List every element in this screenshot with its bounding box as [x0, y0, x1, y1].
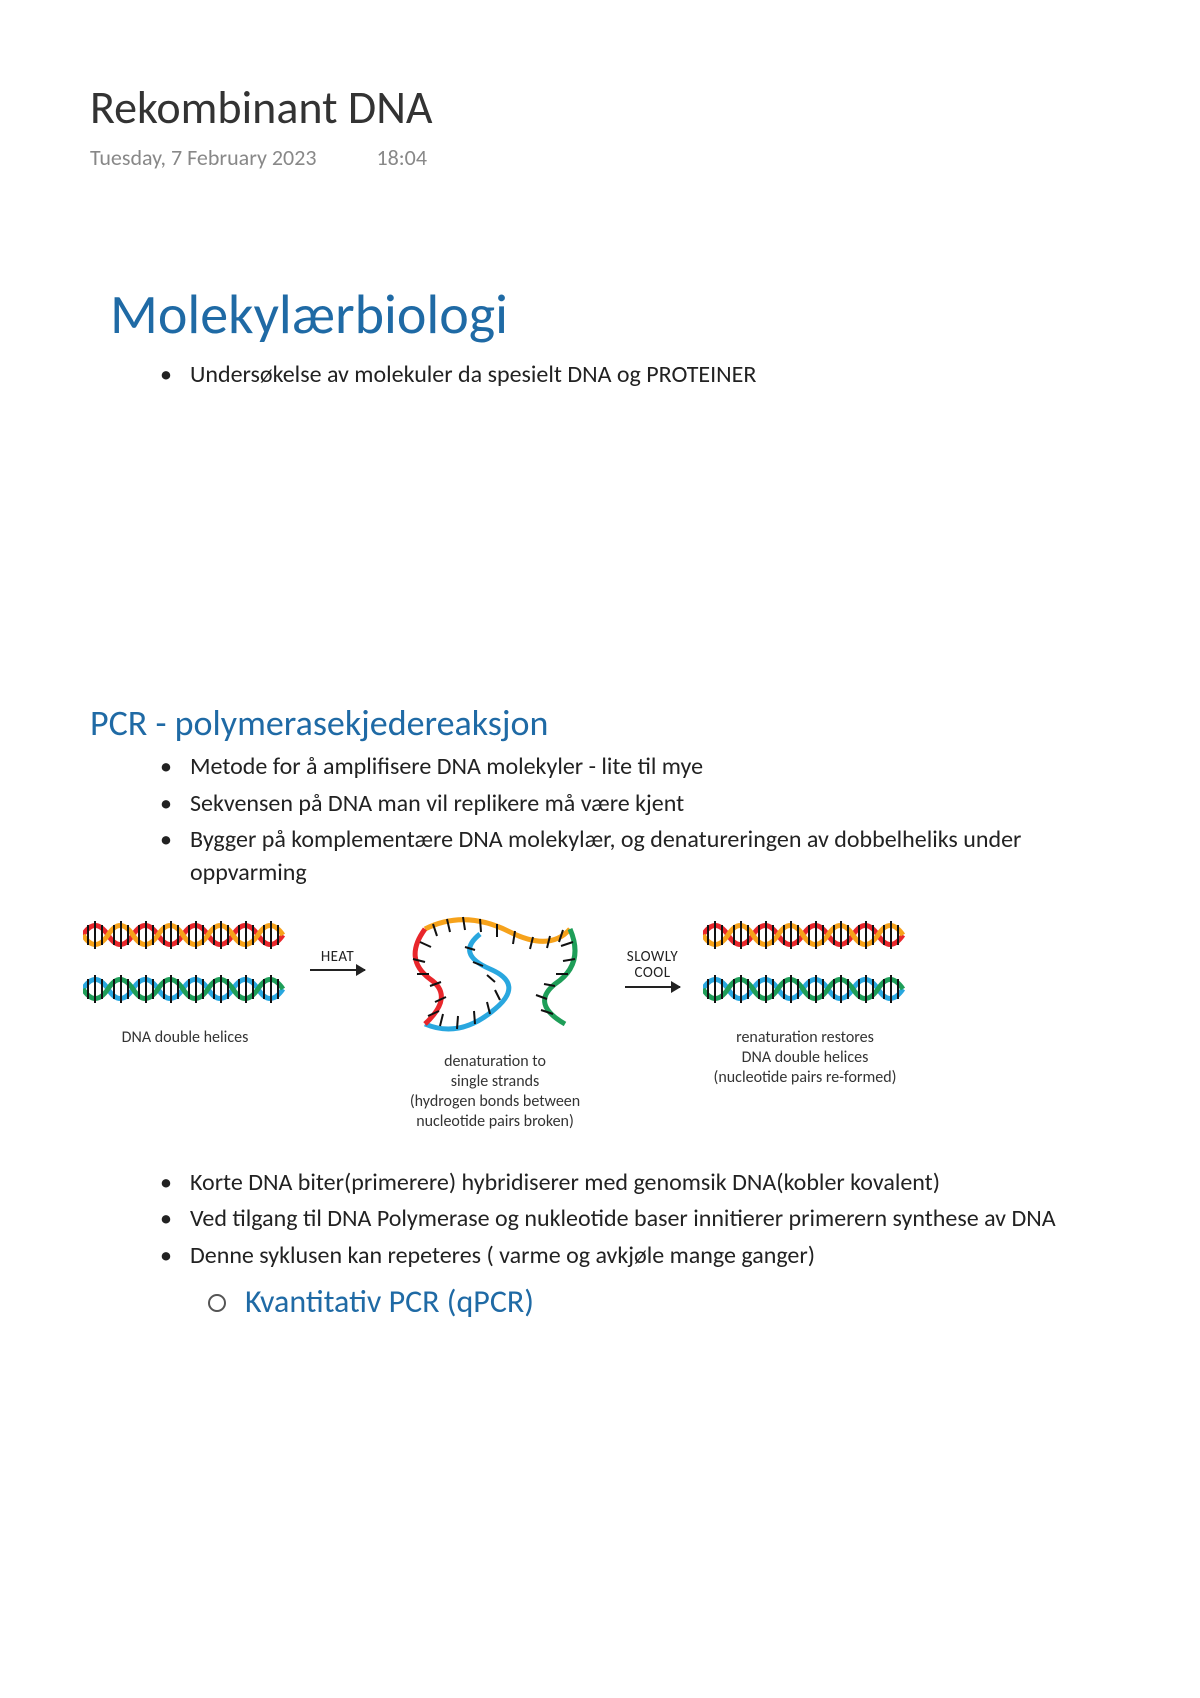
- diagram-stage-1: DNA double helices: [80, 914, 290, 1048]
- list-item: Ved tilgang til DNA Polymerase og nukleo…: [160, 1203, 1110, 1235]
- stage2-caption: denaturation to single strands (hydrogen…: [410, 1052, 580, 1132]
- section2-sub: Kvantitativ PCR (qPCR): [90, 1282, 1110, 1321]
- section2-bullets-top: Metode for å amplifisere DNA molekyler -…: [90, 751, 1110, 889]
- pcr-diagram: DNA double helices HEAT denaturation to …: [80, 914, 1110, 1132]
- page-meta: Tuesday, 7 February 2023 18:04: [90, 144, 1110, 171]
- section1-heading: Molekylærbiologi: [110, 281, 1110, 349]
- section2-heading: PCR - polymerasekjedereaksjon: [90, 701, 1110, 745]
- section1-bullets: Undersøkelse av molekuler da spesielt DN…: [90, 359, 1110, 391]
- page-title: Rekombinant DNA: [90, 80, 1110, 136]
- diagram-stage-3: renaturation restores DNA double helices…: [700, 914, 910, 1088]
- denatured-dna-icon: [395, 914, 595, 1034]
- diagram-stage-2: denaturation to single strands (hydrogen…: [385, 914, 605, 1132]
- dna-helix-icon: [703, 968, 908, 1010]
- stage1-caption: DNA double helices: [122, 1028, 249, 1048]
- section2-bullets-bottom: Korte DNA biter(primerere) hybridiserer …: [90, 1167, 1110, 1272]
- list-item: Metode for å amplifisere DNA molekyler -…: [160, 751, 1110, 783]
- list-item: Korte DNA biter(primerere) hybridiserer …: [160, 1167, 1110, 1199]
- list-item: Denne syklusen kan repeteres ( varme og …: [160, 1240, 1110, 1272]
- arrow-heat: HEAT: [300, 914, 375, 972]
- arrow-label: HEAT: [321, 949, 354, 966]
- arrow-label: SLOWLY COOL: [627, 949, 678, 982]
- list-item: Undersøkelse av molekuler da spesielt DN…: [160, 359, 1110, 391]
- dna-helix-icon: [83, 968, 288, 1010]
- page-time: 18:04: [376, 144, 427, 171]
- list-item: Sekvensen på DNA man vil replikere må væ…: [160, 788, 1110, 820]
- sub-heading: Kvantitativ PCR (qPCR): [200, 1282, 1110, 1321]
- list-item: Bygger på komplementære DNA molekylær, o…: [160, 824, 1110, 889]
- page-date: Tuesday, 7 February 2023: [90, 144, 317, 171]
- stage3-caption: renaturation restores DNA double helices…: [714, 1028, 897, 1088]
- dna-helix-icon: [703, 914, 908, 956]
- arrow-cool: SLOWLY COOL: [615, 914, 690, 988]
- dna-helix-icon: [83, 914, 288, 956]
